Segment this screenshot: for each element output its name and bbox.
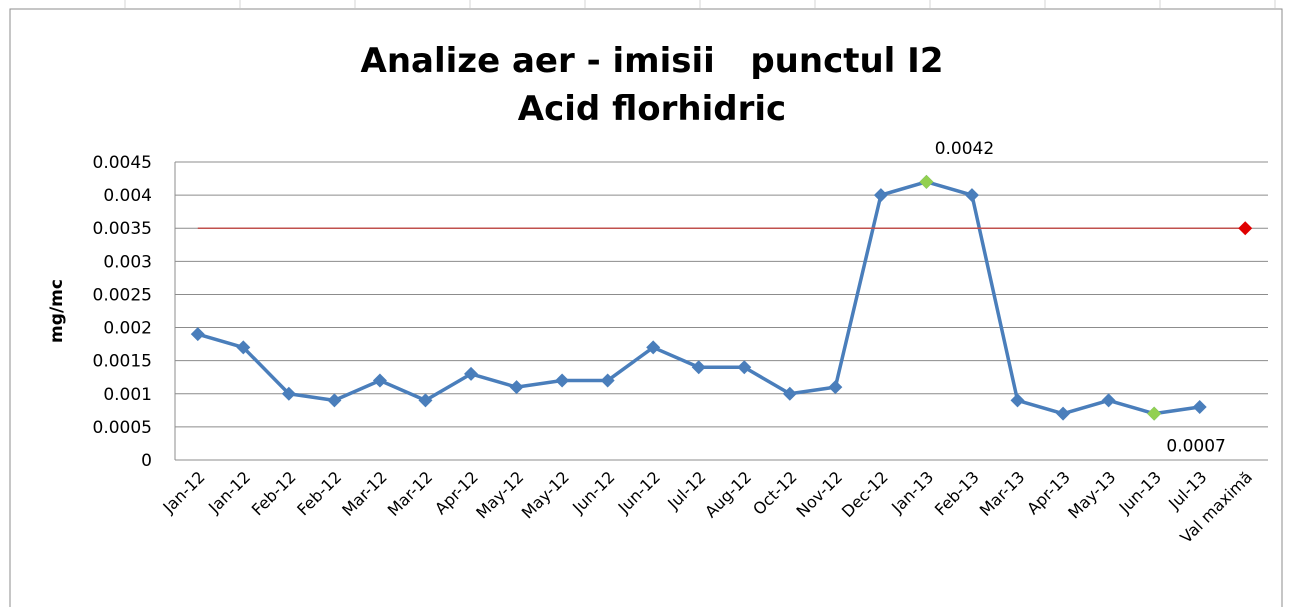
data-marker — [236, 340, 251, 355]
y-tick-label: 0.0045 — [93, 153, 152, 173]
data-marker — [1147, 406, 1162, 421]
data-marker — [828, 380, 843, 395]
data-marker — [1192, 400, 1207, 415]
y-tick-label: 0.002 — [103, 319, 152, 339]
data-label: 0.0007 — [1166, 437, 1225, 457]
data-marker — [372, 373, 387, 388]
sheet-grid — [124, 0, 1276, 8]
data-marker — [327, 393, 342, 408]
data-marker — [646, 340, 661, 355]
data-marker — [873, 188, 888, 203]
y-tick-label: 0.0015 — [93, 352, 152, 372]
y-tick-label: 0.004 — [103, 186, 152, 206]
data-marker — [509, 380, 524, 395]
y-tick-label: 0.0025 — [93, 285, 152, 305]
data-marker — [919, 174, 934, 189]
chart-subtitle: Acid florhidric — [518, 89, 786, 129]
data-marker — [555, 373, 570, 388]
y-tick-label: 0 — [141, 451, 152, 471]
chart-frame — [9, 8, 1283, 612]
y-tick-label: 0.001 — [103, 385, 152, 405]
data-marker — [737, 360, 752, 375]
data-marker — [600, 373, 615, 388]
data-marker — [190, 327, 205, 342]
y-tick-label: 0.0035 — [93, 219, 152, 239]
data-marker — [964, 188, 979, 203]
data-label: 0.0042 — [935, 139, 994, 159]
data-marker — [281, 386, 296, 401]
data-marker — [418, 393, 433, 408]
data-marker — [1056, 406, 1071, 421]
data-marker — [782, 386, 797, 401]
y-tick-label: 0.003 — [103, 252, 152, 272]
data-marker — [1010, 393, 1025, 408]
y-tick-label: 0.0005 — [93, 418, 152, 438]
data-marker — [1101, 393, 1116, 408]
chart-title: Analize aer - imisii punctul I2 — [361, 41, 944, 81]
data-marker — [1238, 221, 1253, 236]
y-axis-label: mg/mc — [47, 279, 67, 343]
data-marker — [464, 366, 479, 381]
data-marker — [691, 360, 706, 375]
